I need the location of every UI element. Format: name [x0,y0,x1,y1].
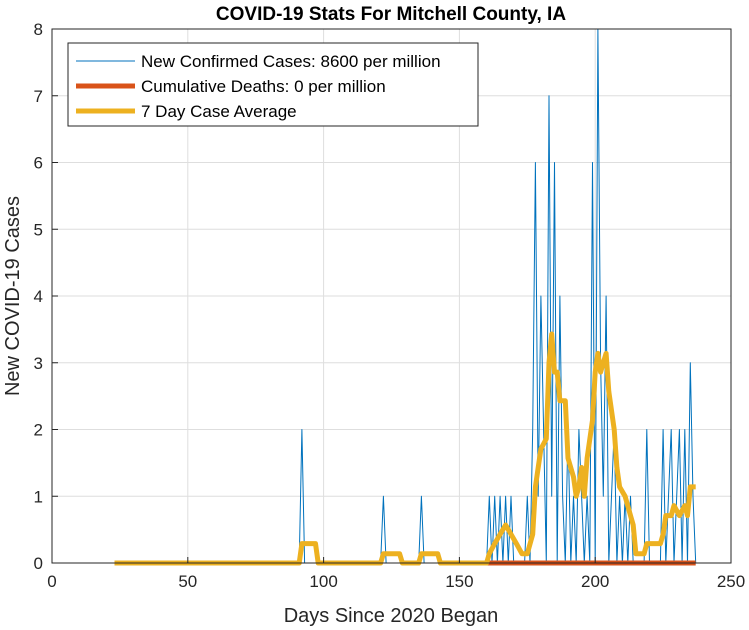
legend-box [67,42,479,127]
y-tick-label: 4 [34,287,43,306]
y-tick-label: 2 [34,421,43,440]
y-tick-label: 3 [34,354,43,373]
y-tick-label: 0 [34,554,43,573]
x-tick-label: 200 [581,572,609,591]
chart-title: COVID-19 Stats For Mitchell County, IA [216,4,566,25]
axis-ticks: 0 50 100 150 200 250 0 1 2 3 4 5 6 7 8 [34,20,746,591]
x-tick-label: 50 [178,572,197,591]
y-tick-label: 6 [34,154,43,173]
x-tick-label: 150 [445,572,473,591]
y-tick-label: 7 [34,87,43,106]
y-axis-label: New COVID-19 Cases [2,196,24,396]
legend-label-deaths: Cumulative Deaths: 0 per million [141,77,386,96]
series-7-day-case-average [114,331,696,566]
legend-label-7-day-average: 7 Day Case Average [141,102,297,121]
x-axis-label: Days Since 2020 Began [284,605,499,627]
x-tick-label: 0 [47,572,56,591]
y-tick-label: 5 [34,220,43,239]
legend-label-new-cases: New Confirmed Cases: 8600 per million [141,52,441,71]
y-tick-label: 1 [34,487,43,506]
x-tick-label: 250 [717,572,745,591]
legend: New Confirmed Cases: 8600 per million Cu… [67,42,479,127]
y-tick-label: 8 [34,20,43,39]
x-tick-label: 100 [309,572,337,591]
